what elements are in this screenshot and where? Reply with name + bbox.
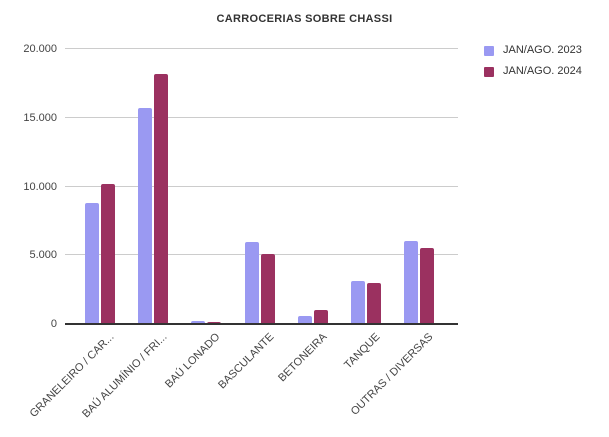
y-axis-tick-label-5.000: 5.000	[29, 249, 57, 262]
y-axis-tick-label-20.000: 20.000	[23, 43, 57, 55]
bar-jan-ago-2023-basculante[interactable]	[244, 242, 259, 324]
y-axis-tick-label-0: 0	[50, 318, 57, 330]
legend-label-2023: JAN/AGO. 2023	[503, 44, 582, 56]
legend-swatch-2023-icon	[484, 45, 494, 56]
bar-jan-ago-2024-tanque[interactable]	[367, 283, 381, 324]
y-axis-tick-label-10.000: 10.000	[23, 180, 57, 193]
bar-jan-ago-2024-betoneira[interactable]	[313, 310, 328, 324]
legend: JAN/AGO. 2023 JAN/AGO. 2024	[484, 45, 582, 87]
gridline-15.000	[65, 116, 458, 118]
legend-swatch-2024-icon	[484, 66, 494, 77]
plot-area	[65, 48, 458, 325]
bar-jan-ago-2024-outras-diversas[interactable]	[420, 248, 435, 324]
bar-jan-ago-2023-tanque[interactable]	[351, 281, 365, 324]
x-axis-label-graneleiro-car: GRANELEIRO / CAR...	[27, 331, 117, 420]
bar-jan-ago-2024-basculante[interactable]	[260, 254, 275, 324]
x-axis-baseline	[65, 323, 458, 325]
bar-jan-ago-2023-betoneira[interactable]	[297, 316, 312, 324]
bar-jan-ago-2024-graneleiro-car[interactable]	[101, 184, 115, 324]
y-axis-tick-label-15.000: 15.000	[23, 111, 57, 124]
legend-label-2024: JAN/AGO. 2024	[503, 65, 582, 77]
bar-jan-ago-2023-ba-alum-nio-fri[interactable]	[138, 108, 153, 324]
gridline-10.000	[65, 185, 458, 187]
gridline-20.000	[65, 48, 458, 49]
legend-item-jan-ago-2023: JAN/AGO. 2023	[484, 45, 582, 56]
bar-jan-ago-2023-ba-lonado[interactable]	[191, 321, 206, 324]
bar-jan-ago-2023-graneleiro-car[interactable]	[85, 203, 99, 324]
legend-item-jan-ago-2024: JAN/AGO. 2024	[484, 66, 582, 77]
bar-jan-ago-2023-outras-diversas[interactable]	[404, 241, 419, 324]
bar-jan-ago-2024-ba-alum-nio-fri[interactable]	[154, 74, 169, 324]
chart-title: CARROCERIAS SOBRE CHASSI	[216, 13, 393, 25]
